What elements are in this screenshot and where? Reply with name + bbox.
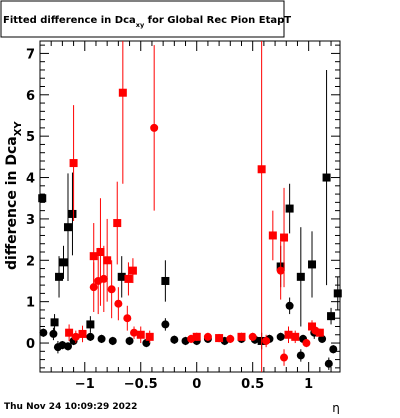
y-tick-label: 7 [26,47,35,62]
data-point-square [145,332,154,341]
x-tick-label: 1 [304,377,313,392]
x-tick-label: 0.5 [241,377,264,392]
y-tick-label: 3 [26,213,35,228]
data-point-circle [311,326,320,335]
data-point-circle [276,266,285,275]
chart-title-rest: for Global Rec Pion EtapT [144,15,291,26]
y-tick-label: 6 [26,89,35,104]
data-point-square [284,330,293,339]
data-point-circle [161,320,170,329]
data-point-circle [324,359,333,368]
data-point-circle [276,332,285,341]
data-point-circle [114,299,123,308]
data-point-square [55,272,64,281]
data-point-square [50,318,59,327]
chart-title: Fitted difference in Dcaxy for Global Re… [3,15,291,29]
data-point-circle [130,328,139,337]
data-point-circle [142,339,151,348]
data-point-square [124,274,133,283]
y-tick-label: 4 [26,172,35,187]
data-point-square [103,256,112,265]
data-point-square [117,272,126,281]
data-point-square [96,248,105,257]
data-marks [38,41,342,372]
data-point-square [322,173,331,182]
data-point-circle [39,328,48,337]
y-tick-label: 1 [26,296,35,311]
data-point-square [38,194,47,203]
y-tick-label: 5 [26,130,35,145]
data-point-square [237,332,246,341]
data-point-circle [123,314,132,323]
plot-frame [39,40,341,373]
y-axis-title-sub: XY [13,121,24,137]
data-point-circle [89,283,98,292]
data-point-circle [296,351,305,360]
x-tick-label: −0.5 [124,377,158,392]
data-point-circle [226,334,235,343]
data-point-square [257,165,266,174]
timestamp: Thu Nov 24 10:09:29 2022 [4,402,137,412]
data-point-circle [318,334,327,343]
data-point-square [161,276,170,285]
y-tick-label: 2 [26,254,35,269]
data-point-circle [97,334,106,343]
data-point-square [268,231,277,240]
data-point-circle [125,336,134,345]
data-point-square [308,260,317,269]
data-point-square [68,209,77,218]
data-point-circle [150,123,159,132]
data-point-circle [71,332,80,341]
data-point-square [63,223,72,232]
data-point-square [69,159,78,168]
x-axis-title: η [332,401,340,414]
data-point-circle [86,332,95,341]
data-point-square [128,266,137,275]
title-box [0,0,285,38]
x-tick-label: −1 [75,377,95,392]
chart-title-sub: xy [136,21,145,29]
data-point-circle [302,339,311,348]
data-point-circle [248,332,257,341]
data-point-circle [99,274,108,283]
data-point-square [285,204,294,213]
y-axis-title-main: difference in Dca [4,136,20,270]
data-point-square [315,328,324,337]
chart-title-main: Fitted difference in Dca [3,15,136,26]
data-point-circle [203,332,212,341]
data-point-square [327,312,336,321]
data-point-circle [170,335,179,344]
data-point-circle [280,353,289,362]
data-point-circle [262,336,271,345]
data-point-square [65,328,74,337]
data-point-square [113,219,122,228]
data-point-square [59,258,68,267]
y-tick-label: 0 [26,337,35,352]
data-point-circle [49,329,58,338]
axis-ticks: −1 −0.5 0 0.5 1 0 1 2 3 4 5 6 7 [26,41,340,392]
data-point-circle [108,336,117,345]
data-point-square [89,252,98,261]
data-point-square [78,329,87,338]
data-point-circle [63,342,72,351]
data-point-square [118,88,127,97]
x-tick-label: 0 [192,377,201,392]
data-point-square [280,233,289,242]
data-point-square [215,334,224,343]
data-point-square [308,322,317,331]
data-point-circle [285,301,294,310]
data-point-square [333,289,342,298]
data-point-circle [187,334,196,343]
data-point-square [296,272,305,281]
data-point-circle [329,345,338,354]
data-point-square [291,332,300,341]
y-axis-title: difference in DcaXY [4,121,24,270]
data-point-square [192,332,201,341]
data-point-square [136,330,145,339]
data-point-circle [107,285,116,294]
data-point-square [86,320,95,329]
